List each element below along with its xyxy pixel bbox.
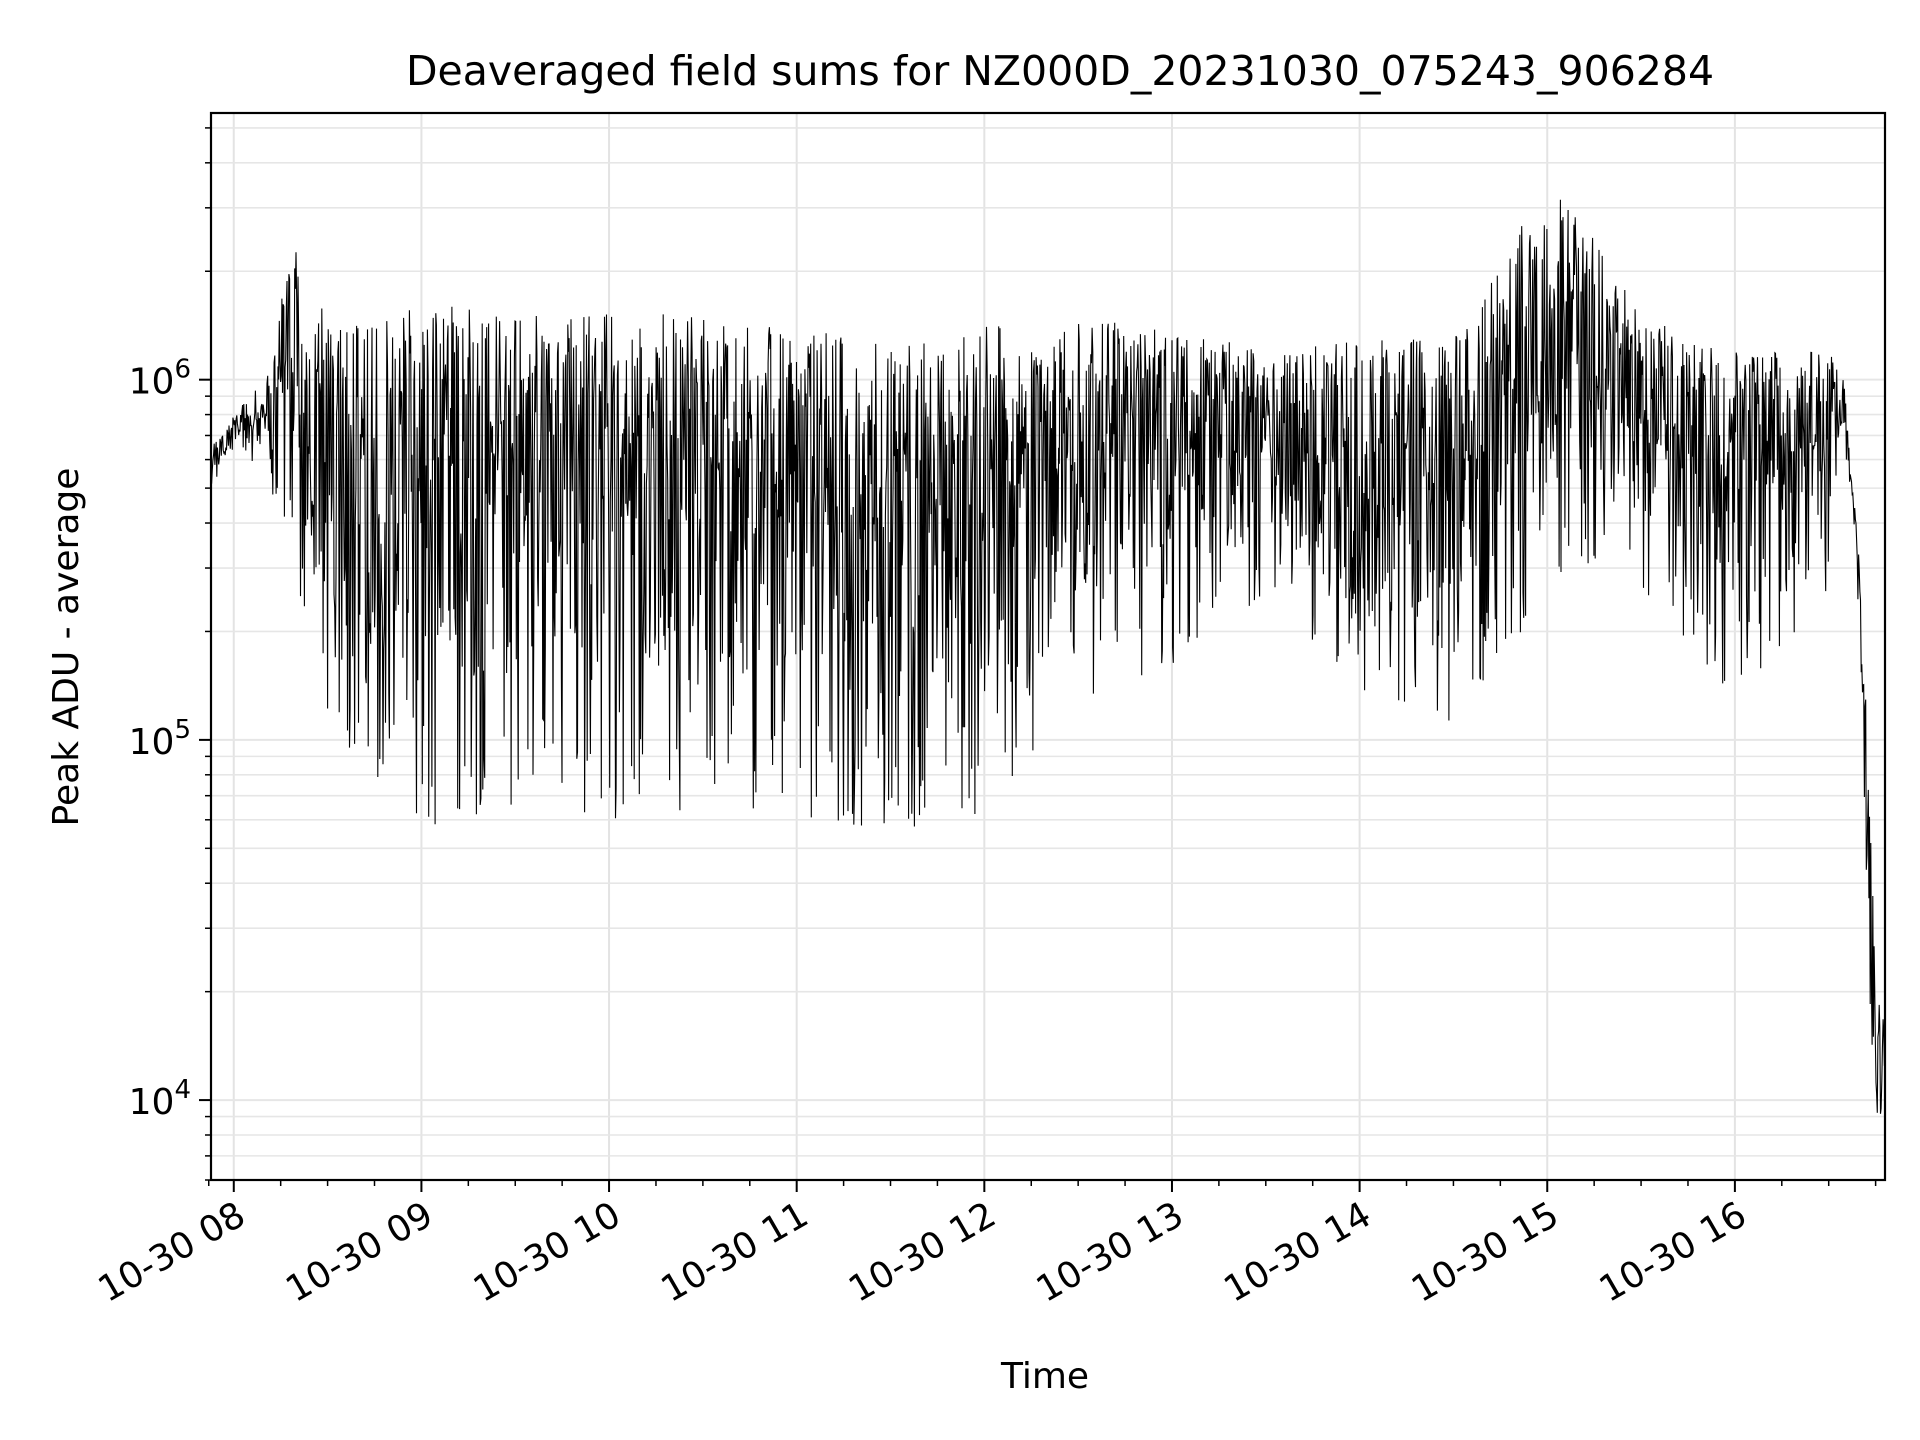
y-axis-ticks: 104 105 106: [129, 127, 211, 1181]
plot-area: [210, 199, 1886, 1114]
x-axis-label: Time: [1000, 1356, 1089, 1397]
axes-frame: [209, 111, 1887, 1182]
y-tick-label: 106: [129, 355, 191, 403]
y-tick-label: 104: [129, 1075, 191, 1123]
y-tick-label: 105: [129, 715, 191, 763]
series-line: [210, 199, 1886, 1114]
chart-title: Deaveraged field sums for NZ000D_2023103…: [406, 47, 1714, 95]
y-axis-label: Peak ADU - average: [46, 468, 87, 827]
